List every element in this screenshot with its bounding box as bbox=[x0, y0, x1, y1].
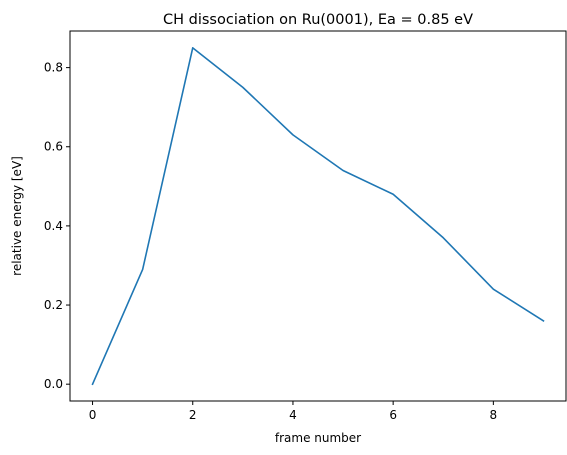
x-axis-label: frame number bbox=[275, 431, 361, 445]
chart-title: CH dissociation on Ru(0001), Ea = 0.85 e… bbox=[163, 12, 473, 28]
x-tick-label: 0 bbox=[89, 408, 97, 422]
y-tick-label: 0.2 bbox=[44, 298, 63, 312]
series-line bbox=[91, 47, 545, 386]
plot-frame bbox=[69, 30, 567, 402]
y-axis: 0.0 0.2 0.4 0.6 0.8 bbox=[44, 61, 70, 391]
plot-area bbox=[69, 30, 567, 402]
x-tick-label: 6 bbox=[389, 408, 397, 422]
x-tick-label: 8 bbox=[490, 408, 498, 422]
x-axis: 0 2 4 6 8 bbox=[89, 401, 497, 422]
y-tick-label: 0.4 bbox=[44, 219, 63, 233]
y-tick-label: 0.8 bbox=[44, 61, 63, 75]
y-axis-label: relative energy [eV] bbox=[10, 156, 24, 276]
y-tick-label: 0.0 bbox=[44, 377, 63, 391]
x-tick-label: 2 bbox=[189, 408, 197, 422]
x-tick-label: 4 bbox=[289, 408, 297, 422]
y-tick-label: 0.6 bbox=[44, 140, 63, 154]
